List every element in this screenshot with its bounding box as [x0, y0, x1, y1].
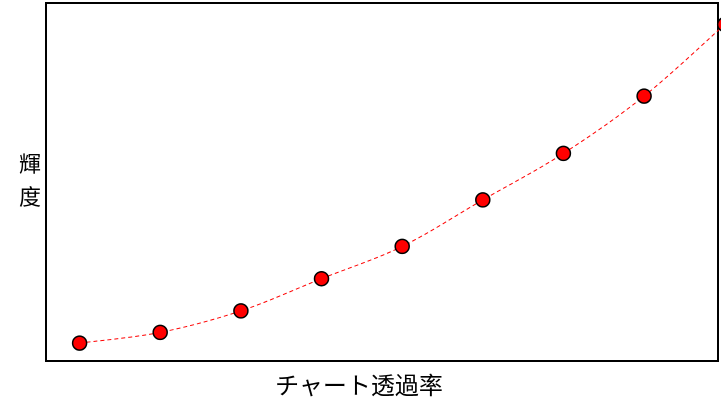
data-point [555, 145, 572, 162]
y-axis-title-line1: 輝 [19, 153, 41, 178]
plot-area-frame [45, 2, 719, 362]
data-point [233, 303, 249, 319]
data-points [71, 17, 721, 351]
x-axis-title: チャート透過率 [275, 372, 443, 399]
data-point [636, 88, 652, 104]
data-point [313, 270, 330, 287]
data-point [716, 17, 721, 32]
data-point [394, 238, 410, 255]
y-axis-title-line2: 度 [19, 186, 41, 211]
data-point [152, 324, 168, 341]
data-point [475, 192, 491, 208]
data-point [71, 335, 88, 351]
